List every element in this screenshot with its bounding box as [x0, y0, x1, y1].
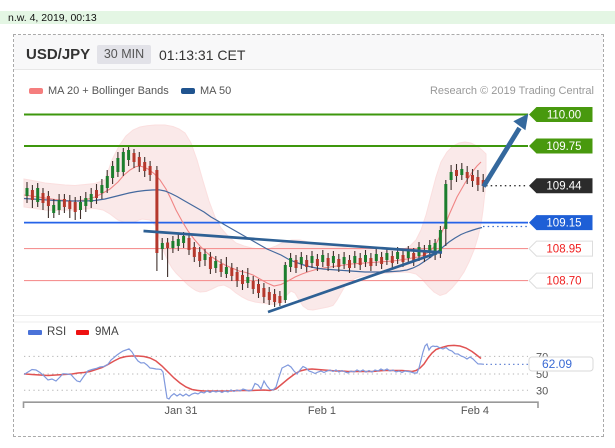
svg-text:110.00: 110.00 — [547, 110, 581, 122]
svg-text:109.75: 109.75 — [546, 141, 581, 153]
svg-text:108.95: 108.95 — [546, 244, 581, 256]
svg-text:Feb 4: Feb 4 — [461, 405, 489, 417]
svg-text:Feb 1: Feb 1 — [308, 405, 336, 417]
svg-text:Jan 31: Jan 31 — [164, 405, 197, 417]
svg-text:109.44: 109.44 — [546, 181, 582, 193]
svg-text:108.70: 108.70 — [546, 276, 581, 288]
svg-text:30: 30 — [536, 385, 548, 397]
svg-text:109.15: 109.15 — [546, 218, 581, 230]
svg-text:50: 50 — [536, 369, 548, 381]
svg-text:62.09: 62.09 — [542, 357, 572, 371]
